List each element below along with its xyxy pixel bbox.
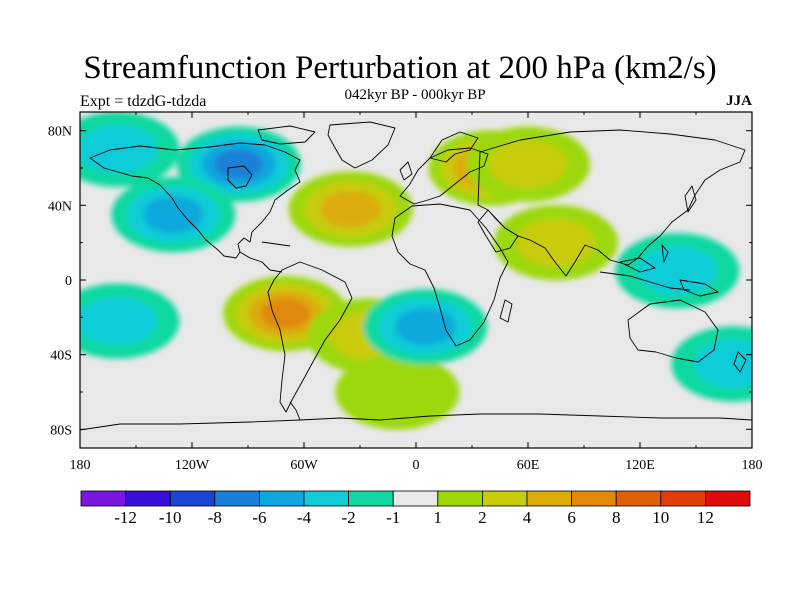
lon-tick-label: 180 [70,458,91,473]
colorbar-label: 10 [652,508,669,527]
colorbar: -12 -10 -8 -6 -4 -2 -1 1 2 4 6 8 10 12 [80,490,751,527]
field-contour-1-1 [488,140,568,189]
lon-tick-label: 180 [742,458,763,473]
colorbar-label: 2 [478,508,487,527]
field-contour-13-1 [693,339,752,389]
longitude-axis: 180 120W 60W 0 60E 120E 180 [70,112,763,473]
colorbar-swatch [303,490,349,507]
coastlines [80,121,752,431]
lon-tick-label: 0 [413,458,420,473]
lon-tick-label: 60E [517,458,540,473]
colorbar-swatch [348,490,394,507]
colorbar-swatch [481,490,528,507]
colorbar-swatch [392,490,439,507]
lat-tick-label: 40N [48,199,72,214]
colorbar-swatch [437,490,483,507]
colorbar-label: -1 [386,508,400,527]
lat-tick-label: 80N [48,125,72,140]
colorbar-swatch [571,490,617,507]
colorbar-label: 1 [434,508,443,527]
field-contour-3-3 [260,298,311,329]
colorbar-swatch [169,490,216,507]
colorbar-label: -6 [252,508,266,527]
colorbar-label: 8 [612,508,621,527]
experiment-label: Expt = tdzdG-tdzda [80,93,207,110]
field-contour-6-0 [335,354,460,430]
lon-tick-label: 60W [290,458,318,473]
field-contour-9-1 [80,125,157,174]
colorbar-swatch [526,490,572,507]
lat-tick-label: 0 [65,274,72,289]
lon-tick-label: 120E [625,458,655,473]
colorbar-label: -4 [297,508,312,527]
colorbar-swatch [125,490,171,507]
colorbar-label: 12 [697,508,714,527]
field-contour-2-2 [320,190,381,228]
latitude-axis: 80N 40N 0 40S 80S [48,125,752,438]
colorbar-swatch [80,490,126,507]
colorbar-label: 4 [523,508,532,527]
lat-tick-label: 80S [50,423,72,438]
colorbar-swatch [214,490,260,507]
field-layer [80,112,752,430]
season-label: JJA [726,93,752,109]
colorbar-swatch [660,490,706,507]
colorbar-label: -2 [342,508,356,527]
field-contour-11-2 [395,308,456,346]
field-contour-12-1 [637,246,717,295]
map-panel [80,112,752,448]
field-contour-4-1 [516,218,596,267]
colorbar-label: -8 [208,508,222,527]
lon-tick-label: 120W [175,458,210,473]
colorbar-label: 6 [567,508,576,527]
chart-subtitle: 042kyr BP - 000kyr BP [344,87,486,103]
chart-title: Streamfunction Perturbation at 200 hPa (… [83,50,717,86]
lat-tick-label: 40S [50,349,72,364]
field-contour-10-1 [80,296,157,346]
colorbar-swatch [615,490,662,507]
field-contour-8-2 [143,196,204,234]
field-contour-7-3 [214,149,264,180]
colorbar-swatch [258,490,305,507]
colorbar-label: -10 [159,508,182,527]
colorbar-swatch [705,490,751,507]
colorbar-label: -12 [114,508,137,527]
